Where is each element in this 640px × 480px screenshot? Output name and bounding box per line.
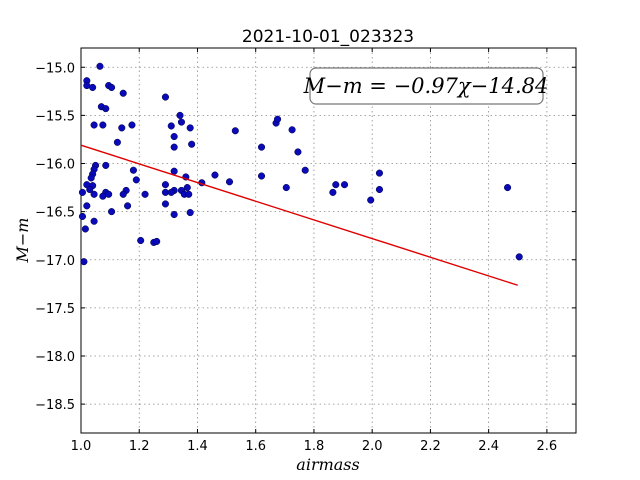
data-point	[257, 143, 266, 151]
data-point	[375, 169, 384, 177]
data-point	[90, 217, 98, 225]
data-point	[86, 185, 94, 194]
data-point	[128, 121, 136, 129]
data-point	[186, 209, 194, 217]
data-point	[515, 253, 523, 261]
data-point	[188, 140, 196, 148]
data-point	[231, 127, 239, 135]
data-point	[129, 166, 137, 174]
data-point	[90, 121, 98, 129]
data-point	[288, 126, 296, 134]
x-tick-label: 1.0	[71, 439, 92, 454]
data-point	[141, 190, 149, 198]
data-point	[96, 62, 104, 70]
data-point	[257, 172, 266, 180]
data-point	[340, 181, 349, 189]
x-tick-label: 2.6	[537, 439, 558, 454]
y-tick-label: −15.5	[35, 109, 75, 124]
data-point	[367, 196, 375, 204]
data-point	[294, 148, 302, 156]
x-tick-label: 2.4	[478, 439, 499, 454]
data-point	[108, 83, 116, 92]
x-tick-label: 2.2	[420, 439, 441, 454]
data-point	[113, 138, 121, 146]
data-point	[185, 190, 193, 198]
data-point	[177, 118, 186, 126]
data-point	[99, 121, 107, 129]
data-point	[124, 202, 132, 210]
data-point	[119, 190, 127, 198]
x-tick-label: 1.4	[187, 439, 208, 454]
y-axis-label: M−m	[13, 218, 32, 264]
data-point	[273, 115, 282, 123]
data-point	[332, 181, 340, 189]
data-point	[167, 188, 175, 196]
y-tick-label: −18.5	[35, 398, 75, 413]
y-tick-label: −15.0	[35, 61, 75, 76]
data-point	[170, 210, 178, 219]
annotation-box: M−m = −0.97χ−14.84	[303, 67, 549, 105]
data-point	[375, 185, 384, 194]
data-point	[282, 184, 290, 192]
data-point	[90, 190, 98, 198]
x-tick-label: 1.6	[245, 439, 266, 454]
fit-line-group	[80, 144, 518, 286]
axis-ticks: 1.0 1.2 1.4 1.6 1.8 2.0 2.2 2.4 2.6 −15.0 −15.5 −16…	[35, 48, 576, 454]
y-tick-label: −16.5	[35, 206, 75, 221]
plot-frame	[80, 47, 577, 434]
data-point	[183, 184, 191, 192]
data-point	[153, 237, 161, 246]
data-point	[102, 161, 110, 169]
data-point	[118, 124, 126, 132]
data-point	[80, 258, 88, 266]
data-point	[167, 122, 175, 130]
data-point	[170, 133, 178, 141]
y-tick-label: −18.0	[35, 350, 75, 365]
x-tick-label: 1.2	[129, 439, 150, 454]
data-point	[176, 111, 184, 119]
data-point	[105, 190, 113, 198]
data-point	[78, 188, 87, 196]
y-tick-label: −17.5	[35, 302, 75, 317]
data-point	[211, 171, 219, 179]
data-point	[81, 225, 89, 233]
data-point	[119, 89, 127, 97]
fit-equation: M−m = −0.97χ−14.84	[303, 74, 549, 98]
chart-title: 2021-10-01_023323	[242, 27, 414, 47]
data-point	[83, 202, 91, 210]
data-point	[329, 188, 337, 196]
data-point	[225, 178, 234, 186]
x-axis-label: airmass	[296, 455, 359, 474]
data-point	[186, 124, 194, 132]
data-point	[137, 236, 145, 245]
data-point	[78, 212, 87, 220]
y-tick-label: −16.0	[35, 158, 75, 173]
data-point	[89, 83, 97, 92]
data-point	[161, 200, 169, 208]
data-point	[170, 143, 178, 151]
grid-lines	[80, 48, 576, 433]
x-tick-label: 1.8	[304, 439, 325, 454]
data-point	[301, 166, 309, 174]
data-points	[78, 62, 523, 266]
data-point	[170, 167, 178, 175]
x-tick-label: 2.0	[362, 439, 383, 454]
data-point	[161, 181, 169, 189]
data-point	[504, 184, 512, 192]
data-point	[132, 176, 140, 184]
data-point	[87, 174, 95, 182]
y-tick-label: −17.0	[35, 254, 75, 269]
data-point	[108, 208, 116, 216]
fit-line	[80, 144, 518, 286]
data-point	[102, 105, 110, 113]
annotation-border	[309, 67, 544, 105]
data-point	[161, 93, 169, 101]
